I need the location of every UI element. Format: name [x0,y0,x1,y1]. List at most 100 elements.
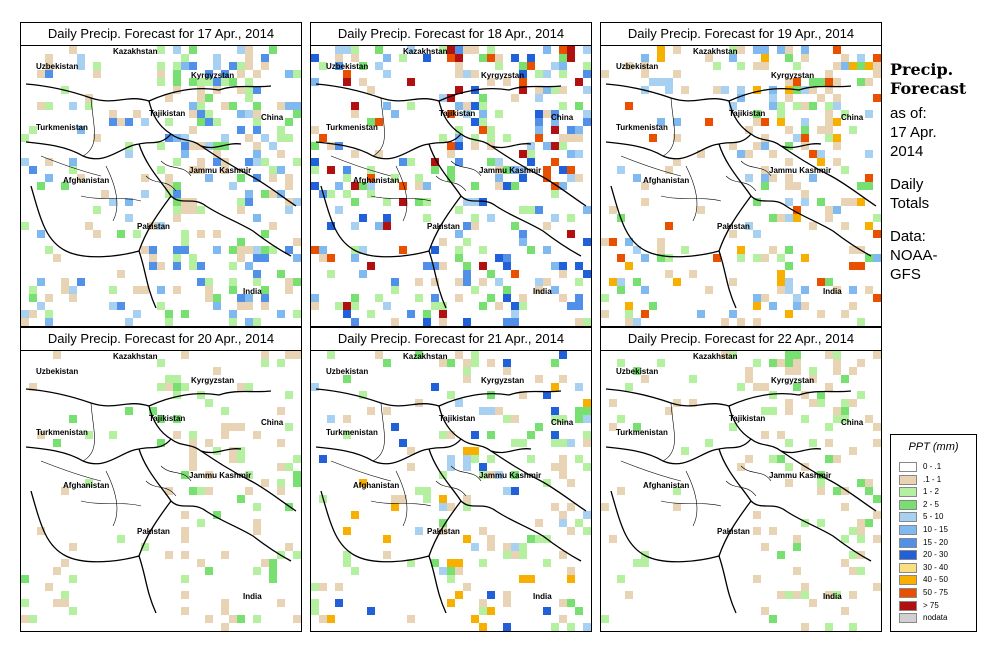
legend-label: 40 - 50 [923,575,948,585]
legend-swatch [899,525,917,535]
country-label: Pakistan [137,222,170,231]
country-label: India [243,592,262,601]
legend-label: 5 - 10 [923,512,944,522]
legend-swatch [899,474,917,485]
country-label: Turkmenistan [326,123,378,132]
country-label: Afghanistan [643,176,689,185]
legend-label: > 75 [923,600,939,610]
forecast-panel-19-apr: Daily Precip. Forecast for 19 Apr., 2014… [600,22,882,327]
country-label: Jammu Kashmir [189,471,251,480]
country-label: China [551,418,574,427]
precip-map: Kazakhstan Uzbekistan Kyrgyzstan Tajikistan… [601,351,881,631]
precip-map: Kazakhstan Uzbekistan Kyrgyzstan Tajikistan… [21,46,301,326]
country-label: Jammu Kashmir [769,471,831,480]
legend-swatch [899,613,917,624]
country-label: Uzbekistan [616,367,658,376]
country-label: Turkmenistan [36,123,88,132]
country-label: Tajikistan [439,109,475,118]
asof-line3: 2014 [890,143,924,160]
country-label: China [841,113,864,122]
country-borders [25,388,297,614]
legend-swatch [899,575,917,586]
heading-line2: Forecast [890,79,967,98]
country-label: Kyrgyzstan [481,71,524,80]
country-label: Pakistan [137,527,170,536]
country-label: India [533,287,552,296]
data-line3: GFS [890,266,921,283]
legend-swatch [899,588,917,598]
country-label: India [823,287,842,296]
country-label: Afghanistan [63,481,109,490]
country-label: Turkmenistan [616,123,668,132]
country-label: China [841,418,864,427]
panel-title: Daily Precip. Forecast for 20 Apr., 2014 [21,328,301,351]
country-label: Afghanistan [643,481,689,490]
country-label: Jammu Kashmir [769,166,831,175]
country-label: Uzbekistan [616,62,658,71]
precip-cells [601,351,881,631]
country-label: Tajikistan [439,414,475,423]
legend-label: 10 - 15 [923,525,948,534]
country-label: Kazakhstan [693,47,738,56]
forecast-panel-20-apr: Daily Precip. Forecast for 20 Apr., 2014… [20,327,302,632]
precip-map: Kazakhstan Uzbekistan Kyrgyzstan Tajikistan… [311,351,591,631]
panel-title: Daily Precip. Forecast for 18 Apr., 2014 [311,23,591,46]
legend-label: .1 - 1 [923,474,942,484]
country-label: Kyrgyzstan [771,376,814,385]
legend-swatch [899,512,917,523]
forecast-panel-21-apr: Daily Precip. Forecast for 21 Apr., 2014… [310,327,592,632]
ppt-legend: PPT (mm) 0 - .1 .1 - 1 1 - 2 2 - 5 5 - 10 10 … [890,434,977,632]
country-label: Kazakhstan [403,47,448,56]
data-line1: Data: [890,228,926,245]
legend-label: 50 - 75 [923,588,948,597]
country-label: China [551,113,574,122]
precip-cells [311,46,591,326]
country-label: Uzbekistan [36,62,78,71]
country-label: Tajikistan [729,414,765,423]
country-label: Kazakhstan [113,47,158,56]
precip-cells [21,351,301,631]
country-label: Jammu Kashmir [479,166,541,175]
country-label: Kazakhstan [403,352,448,361]
country-label: Pakistan [717,527,750,536]
legend-label: nodata [923,613,948,623]
country-label: Pakistan [427,222,460,231]
legend-label: 15 - 20 [923,537,948,547]
country-label: Afghanistan [353,481,399,490]
country-label: Uzbekistan [326,62,368,71]
sidebar-info: Precip. Forecast as of: 17 Apr. 2014 Dai… [890,60,980,284]
legend-label: 2 - 5 [923,499,940,509]
country-label: Turkmenistan [326,428,378,437]
country-borders [25,83,297,309]
legend-swatch [899,550,917,561]
country-label: Kazakhstan [693,352,738,361]
precip-map: Kazakhstan Uzbekistan Kyrgyzstan Tajikistan… [311,46,591,326]
country-label: Kyrgyzstan [481,376,524,385]
country-label: Afghanistan [63,176,109,185]
precip-cells [601,46,881,326]
country-label: India [533,592,552,601]
asof-line1: as of: [890,105,927,122]
country-label: India [243,287,262,296]
panel-title: Daily Precip. Forecast for 22 Apr., 2014 [601,328,881,351]
legend-swatch [899,499,917,510]
legend-swatch [899,487,917,498]
country-label: Jammu Kashmir [189,166,251,175]
forecast-panel-18-apr: Daily Precip. Forecast for 18 Apr., 2014… [310,22,592,327]
country-label: China [261,113,284,122]
country-borders [315,388,587,614]
totals-line2: Totals [890,195,930,212]
country-label: Kyrgyzstan [191,71,234,80]
country-label: Turkmenistan [36,428,88,437]
heading-line1: Precip. [890,60,954,79]
country-label: Jammu Kashmir [479,471,541,480]
asof-line2: 17 Apr. [890,124,937,141]
panel-title: Daily Precip. Forecast for 19 Apr., 2014 [601,23,881,46]
country-label: Tajikistan [149,109,185,118]
country-label: Turkmenistan [616,428,668,437]
country-label: Uzbekistan [326,367,368,376]
precip-map: Kazakhstan Uzbekistan Kyrgyzstan Tajikistan… [21,351,301,631]
country-label: Uzbekistan [36,367,78,376]
legend-label: 30 - 40 [923,562,948,572]
country-borders [315,83,587,309]
